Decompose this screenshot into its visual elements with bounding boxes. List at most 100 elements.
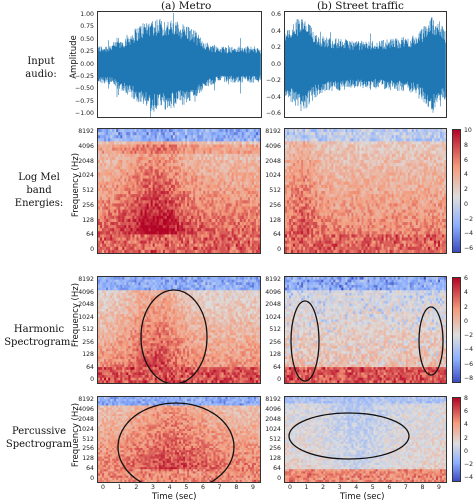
highlight-ellipse bbox=[140, 289, 208, 383]
time-tick-label: 9 bbox=[251, 484, 255, 491]
spectrogram-percussive-traffic bbox=[284, 396, 447, 483]
spectrogram-image bbox=[98, 397, 260, 482]
time-tick-label: 7 bbox=[403, 484, 408, 491]
spectrogram-percussive-metro bbox=[97, 396, 261, 483]
frequency-tick-label: 2048 bbox=[265, 157, 281, 165]
time-tick-label: 9 bbox=[437, 484, 441, 491]
frequency-tick-label: 64 bbox=[86, 465, 94, 473]
frequency-axis-label-log-mel: Frequency (Hz) bbox=[71, 152, 81, 218]
frequency-tick-label: 256 bbox=[82, 445, 94, 453]
frequency-tick-label: 1024 bbox=[78, 313, 94, 321]
colorbar-tick-label: 8 bbox=[464, 141, 468, 149]
row-label-line: Harmonic bbox=[13, 324, 65, 335]
time-axis-label-traffic: Time (sec) bbox=[340, 492, 385, 502]
row-label-line: Spectrogram bbox=[5, 439, 73, 450]
colorbar-tick-label: −4 bbox=[464, 230, 474, 238]
colorbar-tick-label: 6 bbox=[464, 275, 468, 282]
time-axis-label-metro: Time (sec) bbox=[152, 492, 197, 502]
frequency-tick-label: 128 bbox=[82, 216, 94, 224]
frequency-tick-label: 8192 bbox=[78, 128, 94, 135]
row-label-line: Percussive bbox=[11, 426, 67, 437]
frequency-tick-label: 512 bbox=[82, 187, 94, 194]
frequency-tick-label: 2048 bbox=[78, 157, 94, 165]
waveform-traffic-panel bbox=[284, 11, 447, 118]
row-label-log-mel: Log Mel band Energies: bbox=[2, 171, 76, 210]
time-tick-label: 0 bbox=[288, 484, 292, 491]
colorbar-tick-label: 6 bbox=[464, 156, 468, 164]
row-label-line: Input bbox=[27, 56, 55, 67]
frequency-tick-label: 4096 bbox=[78, 142, 94, 150]
row-label-line: Energies: bbox=[14, 198, 64, 209]
frequency-tick-label: 512 bbox=[269, 435, 281, 443]
waveform-trace bbox=[285, 17, 446, 113]
y-tick-label: 0.0 bbox=[271, 60, 281, 68]
frequency-tick-label: 2048 bbox=[265, 415, 281, 423]
frequency-tick-label: 256 bbox=[269, 445, 281, 453]
time-tick-label: 8 bbox=[234, 484, 239, 491]
frequency-tick-label: 0 bbox=[90, 475, 94, 482]
frequency-tick-label: 1024 bbox=[265, 313, 281, 321]
waveform-metro-plot bbox=[98, 13, 261, 117]
colorbar-tick-label: −4 bbox=[464, 346, 474, 354]
row-label-line: Spectrogram: bbox=[4, 337, 74, 348]
colorbar-tick-label: −6 bbox=[464, 360, 474, 368]
spectrogram-image bbox=[285, 397, 446, 482]
y-tick-label: 0.75 bbox=[80, 23, 94, 31]
colorbar-tick-label: −2 bbox=[464, 332, 474, 340]
frequency-tick-label: 0 bbox=[277, 246, 281, 253]
frequency-tick-label: 256 bbox=[269, 201, 281, 209]
frequency-tick-label: 256 bbox=[82, 201, 94, 209]
frequency-tick-label: 512 bbox=[82, 435, 94, 443]
frequency-tick-label: 128 bbox=[82, 455, 94, 463]
time-tick-label: 3 bbox=[337, 484, 342, 491]
time-tick-label: 4 bbox=[167, 484, 172, 491]
frequency-tick-label: 256 bbox=[269, 338, 281, 346]
frequency-tick-label: 8192 bbox=[78, 396, 94, 403]
y-tick-label: −0.6 bbox=[265, 110, 281, 117]
colorbar-tick-label: −6 bbox=[464, 245, 474, 252]
waveform-metro-panel bbox=[97, 11, 262, 118]
frequency-tick-label: 128 bbox=[269, 455, 281, 463]
waveform-trace bbox=[98, 13, 261, 117]
colorbar-tick-label: 2 bbox=[464, 434, 468, 442]
frequency-tick-label: 512 bbox=[269, 326, 281, 333]
time-tick-label: 8 bbox=[420, 484, 425, 491]
frequency-tick-label: 8192 bbox=[265, 276, 281, 283]
time-tick-label: 3 bbox=[151, 484, 155, 491]
frequency-tick-label: 128 bbox=[82, 351, 94, 358]
column-title-street-traffic: (b) Street traffic bbox=[317, 0, 404, 12]
spectrogram-image bbox=[285, 129, 446, 253]
colorbar bbox=[452, 129, 461, 253]
frequency-tick-label: 256 bbox=[82, 338, 94, 346]
time-tick-label: 1 bbox=[117, 484, 122, 491]
spectrogram-logmel-metro bbox=[97, 128, 261, 254]
frequency-tick-label: 0 bbox=[277, 376, 281, 383]
frequency-tick-label: 128 bbox=[269, 216, 281, 224]
colorbar-tick-label: −4 bbox=[464, 474, 474, 481]
colorbar bbox=[452, 277, 461, 383]
y-tick-label: 0.2 bbox=[271, 44, 281, 51]
time-tick-label: 0 bbox=[101, 484, 105, 491]
colorbar-tick-label: 4 bbox=[464, 289, 468, 297]
frequency-tick-label: 0 bbox=[277, 475, 281, 482]
frequency-tick-label: 512 bbox=[82, 326, 94, 333]
y-tick-label: −0.25 bbox=[75, 72, 94, 80]
highlight-ellipse bbox=[288, 412, 410, 460]
frequency-tick-label: 2048 bbox=[265, 301, 281, 308]
y-tick-label: −0.50 bbox=[75, 85, 94, 93]
colorbar-tick-label: 2 bbox=[464, 186, 468, 193]
colorbar-tick-label: 0 bbox=[464, 447, 468, 455]
waveform-traffic-plot bbox=[285, 17, 446, 113]
spectrogram-logmel-traffic bbox=[284, 128, 447, 254]
y-tick-label: 0.4 bbox=[271, 27, 281, 35]
frequency-tick-label: 8192 bbox=[265, 128, 281, 135]
row-label-line: band bbox=[26, 185, 52, 196]
frequency-tick-label: 0 bbox=[90, 246, 94, 253]
frequency-tick-label: 64 bbox=[273, 231, 281, 239]
time-tick-label: 5 bbox=[370, 484, 375, 491]
frequency-tick-label: 64 bbox=[273, 465, 281, 473]
spectrogram-harmonic-traffic bbox=[284, 276, 447, 384]
time-tick-label: 1 bbox=[304, 484, 309, 491]
colorbar-tick-label: 4 bbox=[464, 171, 468, 179]
colorbar-tick-label: 0 bbox=[464, 317, 468, 325]
